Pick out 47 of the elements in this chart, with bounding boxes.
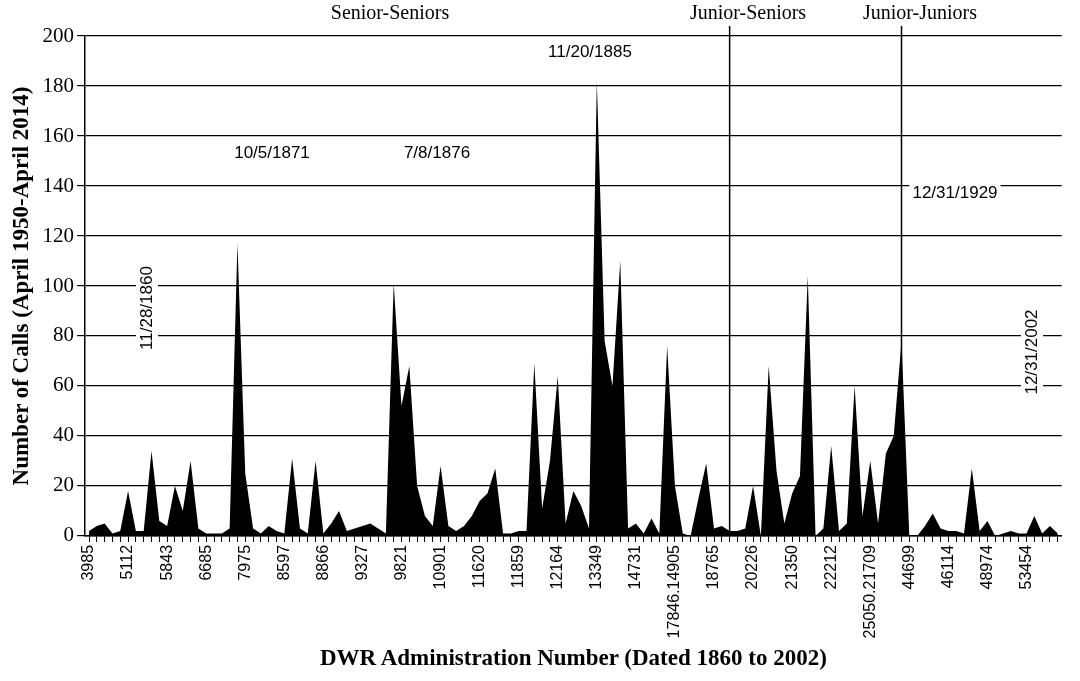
x-tick-label: 53454	[1016, 544, 1034, 590]
annotation: 11/20/1885	[548, 41, 632, 61]
y-tick-label: 200	[42, 22, 75, 47]
x-tick-label: 21350	[782, 544, 800, 590]
x-tick-label: 8597	[274, 544, 292, 581]
x-tick-label: 14731	[626, 544, 644, 590]
text: Junior-Juniors	[862, 1, 978, 24]
x-tick-label: 11620	[470, 544, 488, 589]
x-tick-label: 17846.14905	[665, 544, 683, 639]
x-tick-label: 3985	[79, 544, 97, 581]
x-tick-label: 10901	[430, 544, 448, 590]
annotation: 12/31/1929	[912, 182, 998, 202]
y-axis-title: Number of Calls (April 1950-April 2014)	[7, 86, 33, 486]
y-tick-label: 100	[42, 272, 75, 297]
x-tick-label: 18765	[704, 544, 722, 590]
x-tick-label: 9821	[391, 544, 409, 581]
x-tick-label: 46114	[938, 544, 956, 589]
y-tick-label: 180	[42, 72, 75, 97]
x-tick-label: 13349	[587, 544, 605, 590]
x-tick-label: 9327	[352, 544, 370, 581]
x-tick-label: 5112	[118, 544, 136, 580]
x-tick-label: 25050.21709	[860, 544, 878, 639]
y-tick-label: 140	[42, 172, 75, 197]
annotation: 10/5/1871	[234, 142, 310, 162]
y-tick-label: 0	[63, 522, 75, 547]
y-tick-label: 80	[53, 322, 75, 347]
y-tick-label: 120	[42, 222, 75, 247]
x-tick-label: 48974	[977, 544, 995, 590]
y-tick-label: 160	[42, 122, 75, 147]
y-tick-label: 20	[53, 472, 75, 497]
y-tick-label: 60	[53, 372, 75, 397]
text: Senior-Seniors	[330, 1, 450, 24]
x-tick-label: 6685	[196, 544, 214, 581]
x-tick-label: 44699	[899, 544, 917, 590]
x-tick-label: 22212	[821, 544, 839, 590]
x-axis-title: DWR Administration Number (Dated 1860 to 2002)	[319, 645, 827, 671]
x-tick-label: 7975	[235, 544, 253, 581]
x-tick-label: 5843	[157, 544, 175, 581]
annotation: 7/8/1876	[403, 142, 471, 162]
x-tick-label: 8866	[313, 544, 331, 581]
annotation: 12/31/2002	[1021, 309, 1041, 395]
annotation: 11/28/1860	[136, 266, 156, 350]
y-tick-label: 40	[53, 422, 75, 447]
x-tick-label: 20226	[743, 544, 761, 590]
x-tick-label: 12164	[548, 544, 566, 590]
x-tick-label: 11859	[509, 544, 527, 589]
text: Junior-Seniors	[689, 1, 807, 24]
